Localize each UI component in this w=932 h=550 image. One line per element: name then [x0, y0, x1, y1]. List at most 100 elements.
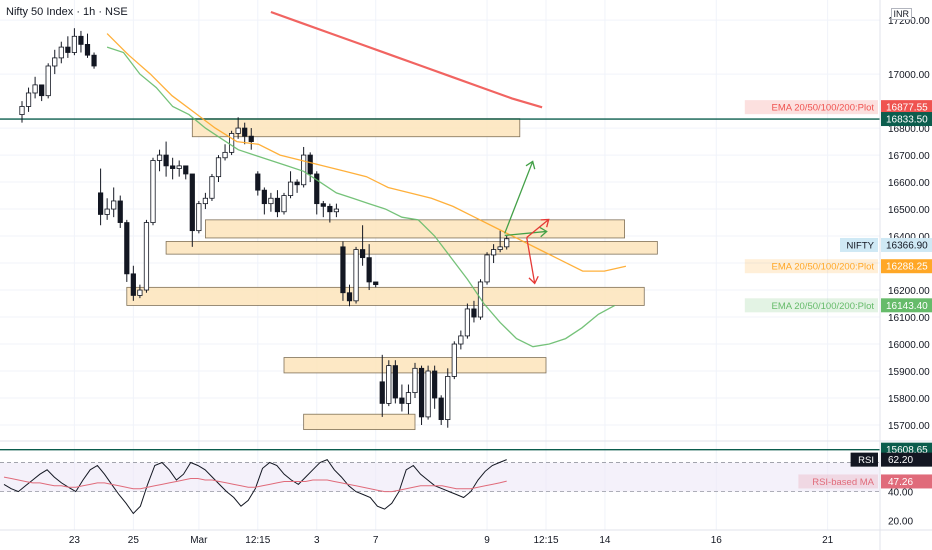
- rsi-tag-bg-1: [798, 474, 878, 489]
- candle-body-37: [261, 189, 267, 205]
- arrow-up-big-head: [525, 160, 536, 170]
- candle-body-39: [274, 197, 281, 213]
- time-tick-0: 23: [69, 535, 81, 546]
- candle-body-12: [98, 192, 104, 215]
- price-label-value-0: 16877.55: [886, 103, 928, 114]
- time-tick-3: 12:15: [245, 535, 270, 546]
- candle-body-28: [202, 197, 208, 205]
- candle-body-40: [281, 195, 287, 213]
- candle-body-47: [327, 205, 333, 213]
- candle-body-26: [189, 173, 195, 232]
- candle-body-19: [143, 222, 150, 291]
- zone-1: [204, 219, 626, 239]
- candle-body-56: [386, 365, 392, 404]
- candle-body-7: [65, 46, 71, 53]
- price-label-tag-bg-3: [744, 259, 878, 274]
- time-tick-8: 14: [599, 535, 611, 546]
- candle-body-8: [71, 35, 77, 53]
- candle-body-64: [438, 397, 444, 421]
- price-label-bg-1: [881, 112, 932, 127]
- candle-body-74: [504, 238, 510, 248]
- candle-body-34: [242, 127, 248, 137]
- candle-body-63: [432, 370, 438, 399]
- rsi-pane: [0, 440, 932, 515]
- candle-body-53: [366, 257, 372, 283]
- candle-body-14: [111, 200, 117, 210]
- price-label-value-2: 16366.90: [886, 240, 928, 251]
- candle-body-45: [314, 173, 320, 205]
- candle-body-22: [163, 154, 169, 167]
- candle-body-48: [333, 208, 340, 213]
- candles: [19, 28, 510, 428]
- candle-body-66: [451, 343, 457, 377]
- arrow-up-big: [504, 161, 534, 234]
- candle-body-52: [359, 249, 366, 259]
- candle-body-10: [84, 43, 91, 56]
- price-tick-12: 17000.00: [888, 70, 930, 81]
- ema-lines: [106, 10, 627, 348]
- price-label-value-5: 15608.65: [886, 445, 928, 456]
- price-tick-7: 16400.00: [888, 232, 930, 243]
- candle-body-2: [32, 84, 38, 94]
- candle-body-21: [156, 154, 163, 161]
- arrow-down-1: [526, 218, 550, 238]
- ema20-line: [106, 46, 616, 348]
- rsi-tag-0: RSI: [858, 455, 874, 466]
- time-tick-6: 9: [484, 535, 490, 546]
- price-tick-0: 15700.00: [888, 421, 930, 432]
- candle-body-27: [196, 203, 202, 232]
- price-tick-3: 16000.00: [888, 340, 930, 351]
- candle-body-16: [124, 222, 130, 275]
- candle-body-3: [39, 84, 45, 97]
- candle-body-24: [176, 165, 182, 169]
- candle-body-51: [353, 249, 359, 302]
- price-tick-5: 16200.00: [888, 286, 930, 297]
- candle-body-35: [248, 135, 254, 142]
- rsi-tick-0: 20.00: [888, 517, 913, 528]
- rsi-tick-1: 40.00: [888, 488, 913, 499]
- rsi-tag-bg-0: [850, 452, 878, 467]
- candle-body-4: [45, 65, 51, 97]
- candle-body-38: [268, 197, 274, 205]
- candle-body-68: [464, 308, 471, 337]
- candle-body-42: [294, 181, 300, 186]
- candle-body-46: [320, 203, 326, 207]
- candle-body-67: [458, 335, 464, 345]
- rsi-value-bg-0: [881, 452, 932, 467]
- candle-body-58: [399, 397, 405, 404]
- price-axis: 20.0040.0060.0015700.0015800.0015900.001…: [879, 0, 930, 550]
- currency-badge[interactable]: INR: [890, 8, 912, 20]
- candle-body-13: [104, 208, 110, 215]
- arrow-down-2-head: [528, 275, 539, 285]
- candle-body-72: [490, 249, 497, 256]
- candle-body-59: [405, 392, 412, 404]
- candle-body-71: [484, 254, 490, 283]
- price-tick-9: 16600.00: [888, 178, 930, 189]
- price-label-tag-0: EMA 20/50/100/200:Plot: [772, 103, 875, 114]
- rsi-band: [0, 462, 880, 492]
- arrow-up-small-head: [539, 226, 548, 238]
- time-tick-2: Mar: [190, 535, 208, 546]
- candle-body-30: [215, 157, 222, 178]
- price-label-value-3: 16288.25: [886, 262, 928, 273]
- price-tick-8: 16500.00: [888, 205, 930, 216]
- candle-body-57: [392, 365, 398, 399]
- candle-body-65: [445, 376, 451, 421]
- price-tick-1: 15800.00: [888, 394, 930, 405]
- price-label-tag-4: EMA 20/50/100/200:Plot: [772, 301, 875, 312]
- candle-body-6: [58, 46, 64, 59]
- candle-body-60: [412, 367, 418, 394]
- arrow-down-1-head: [540, 218, 550, 228]
- price-label-tag-bg-2: [840, 237, 878, 252]
- rsi-line: [3, 458, 507, 515]
- rsi-ma-line: [3, 476, 507, 493]
- candle-body-50: [346, 292, 353, 302]
- price-tick-4: 16100.00: [888, 313, 930, 324]
- price-label-bg-0: [881, 100, 932, 115]
- rsi-tag-1: RSI-based MA: [812, 477, 874, 488]
- candle-body-23: [170, 165, 176, 169]
- candle-body-44: [307, 154, 313, 175]
- candle-body-9: [78, 35, 84, 45]
- candle-body-55: [379, 381, 385, 404]
